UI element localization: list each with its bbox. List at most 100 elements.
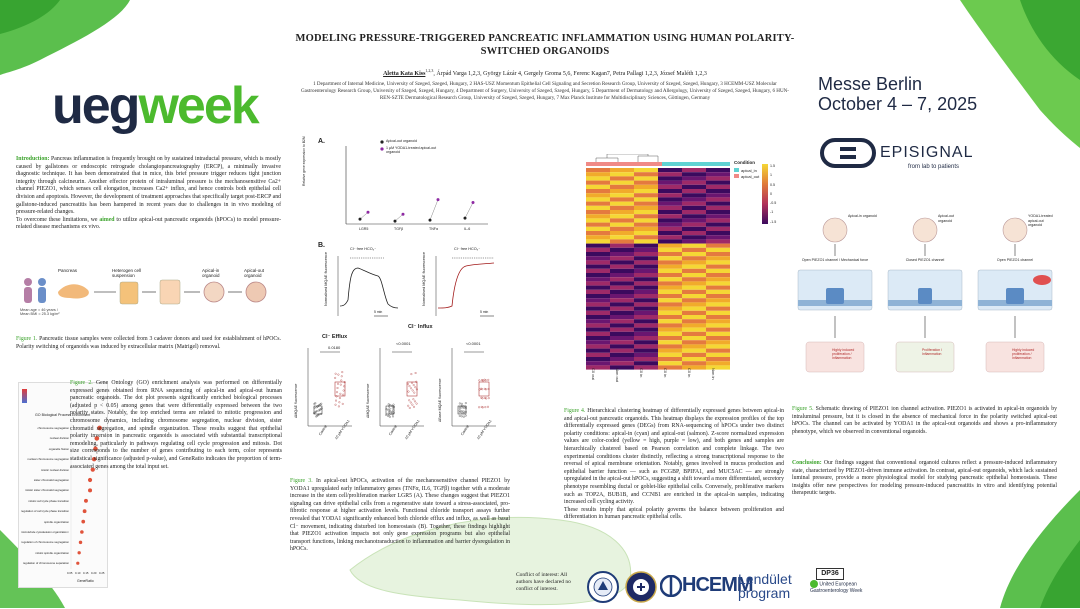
fig4-heatmap-cell — [634, 273, 658, 278]
fig4-heatmap-cell — [634, 310, 658, 315]
fig5-column: Apical-in organoid Open PIEZO1 channel / … — [792, 208, 878, 394]
fig4-heatmap-cell — [634, 340, 658, 345]
fig3c-point-yoda — [414, 386, 417, 389]
fig4-heatmap-cell — [682, 340, 706, 345]
fig4-heatmap-cell — [586, 201, 610, 206]
fig4-column-label: C0 out — [591, 368, 596, 380]
fig3c-point-yoda — [484, 397, 487, 399]
week-text: week — [138, 77, 259, 135]
fig4-heatmap-cell — [634, 357, 658, 362]
fig4-heatmap-cell — [610, 323, 634, 328]
fig4-heatmap-cell — [706, 184, 730, 189]
fig4-heatmap-cell — [706, 336, 730, 341]
fig1-step-0: Pancreas — [58, 268, 78, 273]
fig4-heatmap-cell — [634, 218, 658, 223]
fig3c-point-control — [462, 415, 465, 418]
conclusion-text: Our findings suggest that conventional o… — [792, 460, 1057, 497]
fig4-heatmap-cell — [634, 201, 658, 206]
fig4-heatmap-cell — [682, 361, 706, 366]
affiliations: 1 Department of Internal Medicine, Unive… — [300, 81, 790, 101]
fig4-heatmap-cell — [634, 184, 658, 189]
fig4-heatmap-cell — [610, 218, 634, 223]
fig4-heatmap-cell — [706, 323, 730, 328]
fig4-heatmap-cell — [586, 365, 610, 370]
fig4-heatmap-cell — [706, 264, 730, 269]
fig3c-point-yoda — [336, 391, 338, 394]
event-venue: Messe Berlin — [818, 74, 923, 94]
fig5-diagram — [887, 217, 963, 373]
fig3c-point-control — [458, 407, 461, 410]
fig4-heatmap-cell — [706, 260, 730, 265]
fig1-caption-text: Pancreatic tissue samples were collected… — [16, 336, 281, 350]
fig4-heatmap-cell — [682, 168, 706, 173]
fig5-outcome: Highly induced proliferation / Inflammat… — [1012, 348, 1035, 361]
fig4-heatmap-cell — [634, 176, 658, 181]
fig3c-point-yoda — [414, 372, 417, 374]
fig1-step-2: Apical-in organoid — [202, 268, 220, 278]
fig4-heatmap-cell — [682, 289, 706, 294]
fig4-heatmap-cell — [658, 243, 682, 248]
fig4-heatmap-cell — [706, 231, 730, 236]
fig4-heatmap-cell — [586, 348, 610, 353]
fig3c-point-control — [388, 407, 391, 410]
fig2-chart-title: GO Biological Process Enrichment — [35, 413, 91, 417]
fig4-heatmap-cell — [610, 243, 634, 248]
fig2-term-label: spindle organization — [44, 519, 69, 524]
fig4-heatmap-cell — [586, 340, 610, 345]
fig4-heatmap-cell — [586, 197, 610, 202]
fig3c-point-yoda — [478, 406, 481, 409]
fig3c-point-control — [385, 408, 388, 411]
fig4-heatmap-cell — [682, 294, 706, 299]
fig4-heatmap-cell — [658, 168, 682, 173]
fig4-heatmap-cell — [610, 344, 634, 349]
fig2-dot — [90, 467, 95, 472]
fig5-caption-label: Figure 5. — [792, 406, 814, 412]
figure-5-caption: Figure 5. Schematic drawing of PIEZO1 io… — [792, 406, 1057, 436]
fig4-heatmap-cell — [682, 172, 706, 177]
fig4-heatmap-cell — [706, 239, 730, 244]
fig4-heatmap-cell — [682, 306, 706, 311]
fig2-x-tick: 0.10 — [75, 571, 81, 575]
fig2-dot — [81, 519, 86, 524]
fig3c-point-control — [388, 415, 391, 418]
fig4-heatmap-cell — [634, 172, 658, 177]
episignal-name: EPISIGNAL — [880, 144, 974, 161]
fig3c-point-control — [387, 409, 390, 412]
fig4-heatmap-cell — [658, 289, 682, 294]
fig4-heatmap-cell — [658, 201, 682, 206]
fig4-heatmap-cell — [658, 205, 682, 210]
fig4-heatmap-cell — [634, 285, 658, 290]
fig4-heatmap-cell — [610, 298, 634, 303]
fig4-heatmap-cell — [610, 210, 634, 215]
introduction-section: Introduction: Pancreas inflammation is f… — [16, 156, 281, 232]
fig3c-point-yoda — [342, 389, 345, 392]
fig4-heatmap-cell — [586, 222, 610, 227]
fig3c-point-yoda — [484, 379, 487, 382]
fig3c-point-yoda — [411, 381, 414, 384]
fig4-heatmap-cell — [634, 268, 658, 273]
fig4-heatmap-cell — [634, 243, 658, 248]
fig4-heatmap-cell — [658, 239, 682, 244]
fig4-heatmap-cell — [706, 365, 730, 370]
fig4-heatmap-cell — [586, 260, 610, 265]
fig4-heatmap-cell — [634, 189, 658, 194]
fig4-heatmap-cell — [586, 168, 610, 173]
fig4-heatmap-cell — [682, 218, 706, 223]
fig3c-point-control — [458, 406, 461, 409]
fig3b-scale-left: 5 min — [374, 310, 383, 314]
fig4-heatmap-cell — [706, 235, 730, 240]
fig4-heatmap-cell — [658, 357, 682, 362]
fig3a-ylabel: Relative gene expression to B2M — [302, 136, 306, 186]
fig3c-point-yoda — [481, 397, 484, 400]
fig4-heatmap-cell — [610, 235, 634, 240]
fig4-heatmap-cell — [586, 273, 610, 278]
fig4-heatmap-cell — [706, 205, 730, 210]
poster-title: MODELING PRESSURE-TRIGGERED PANCREATIC I… — [295, 33, 795, 57]
figure-3: A. Apical-out organoid 1 µM YODA1-treate… — [288, 136, 508, 468]
figure-2-caption: Figure 2. Gene Ontology (GO) enrichment … — [70, 380, 282, 471]
fig4-heatmap-cell — [706, 273, 730, 278]
fig3c-point-control — [389, 404, 392, 407]
fig3c-point-yoda — [485, 397, 488, 400]
fig4-heatmap-cell — [586, 268, 610, 273]
fig3c-point-yoda — [341, 402, 344, 405]
